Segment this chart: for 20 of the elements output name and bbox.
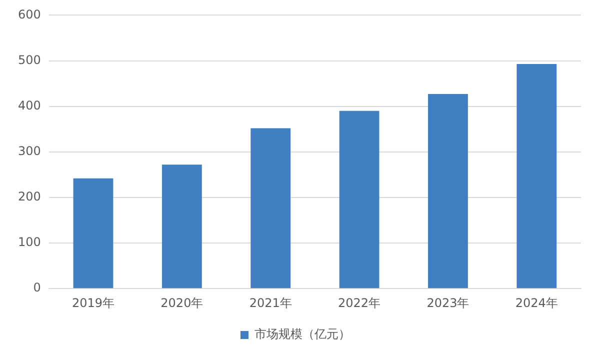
bar: [73, 178, 114, 288]
legend-label: 市场规模（亿元）: [254, 327, 350, 342]
x-tick-label: 2022年: [338, 296, 381, 310]
x-tick-label: 2024年: [515, 296, 558, 310]
y-tick-label: 400: [18, 98, 41, 112]
y-tick-label: 600: [18, 7, 41, 22]
y-tick-label: 300: [18, 144, 41, 158]
x-tick-label: 2023年: [426, 296, 470, 310]
y-tick-label: 0: [33, 280, 41, 295]
bar: [250, 128, 291, 288]
bar: [339, 110, 380, 288]
bar: [516, 64, 557, 288]
x-tick-label: 2019年: [72, 296, 115, 310]
y-tick-label: 200: [18, 190, 41, 204]
bar: [162, 164, 202, 288]
y-tick-label: 500: [18, 52, 41, 67]
x-tick-label: 2021年: [249, 296, 292, 310]
y-tick-label: 100: [18, 235, 41, 250]
bar: [428, 94, 468, 288]
x-tick-label: 2020年: [160, 296, 204, 310]
